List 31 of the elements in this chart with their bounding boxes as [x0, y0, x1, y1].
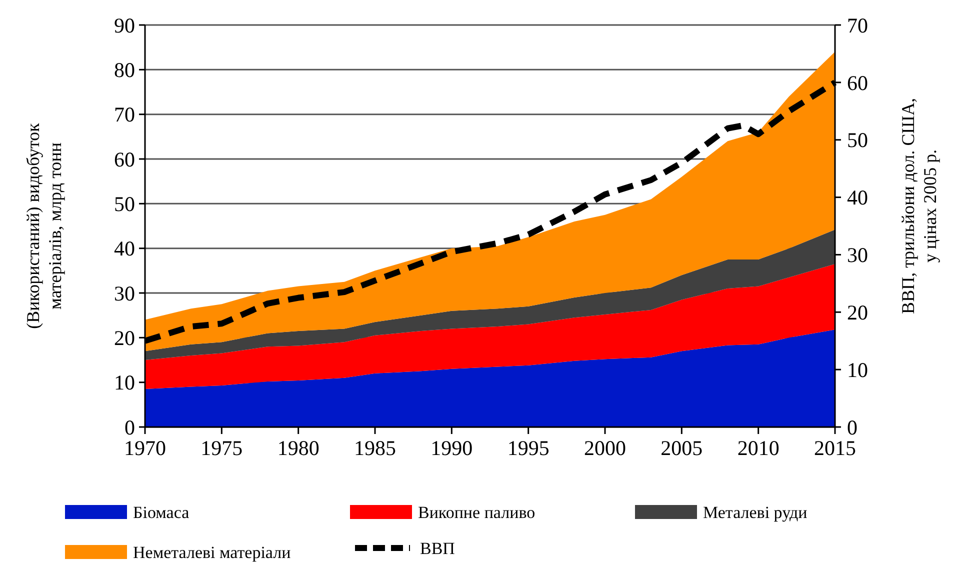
y-tick-label: 10 — [114, 370, 135, 395]
x-tick-label: 2000 — [584, 436, 626, 460]
y-axis-title: (Використаний) видобуток матеріалів, млрд тонн — [23, 122, 65, 329]
y-tick-label: 50 — [114, 192, 135, 216]
y2-tick-label: 70 — [847, 13, 868, 38]
legend-label: Металеві руди — [703, 502, 808, 522]
y-tick-label: 40 — [114, 236, 135, 261]
x-tick-label: 1990 — [430, 436, 473, 460]
y2-tick-label: 40 — [847, 186, 868, 210]
y-tick-label: 60 — [114, 147, 135, 172]
legend-label: Біомаса — [133, 502, 190, 522]
y2-tick-label: 20 — [847, 300, 868, 324]
y2-axis-title: ВВП, трильйони дол. США, у цінах 2005 р. — [898, 98, 940, 314]
y-tick-label: 20 — [114, 326, 135, 350]
y2-tick-label: 50 — [847, 128, 868, 152]
y-tick-label: 70 — [114, 102, 135, 127]
legend-label: ВВП — [420, 538, 455, 558]
x-tick-label: 1995 — [507, 436, 550, 460]
y2-tick-label: 60 — [847, 70, 868, 95]
y-tick-label: 80 — [114, 58, 135, 82]
y2-tick-label: 30 — [847, 243, 868, 268]
y-tick-label: 30 — [114, 281, 135, 306]
legend-label: Неметалеві матеріали — [133, 542, 291, 562]
x-tick-label: 2005 — [660, 436, 703, 460]
y-tick-label: 90 — [114, 13, 135, 38]
x-tick-label: 1985 — [354, 436, 396, 460]
legend-label: Викопне паливо — [418, 502, 536, 522]
x-tick-label: 1980 — [277, 436, 320, 460]
x-tick-label: 1975 — [200, 436, 243, 460]
y2-tick-label: 10 — [847, 358, 868, 382]
x-tick-label: 2010 — [737, 436, 780, 460]
